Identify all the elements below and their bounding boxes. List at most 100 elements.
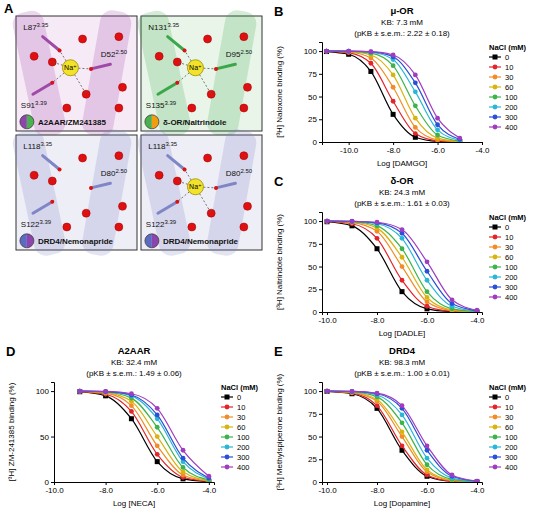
y-tick-mark xyxy=(319,437,322,438)
y-tick-label: 25 xyxy=(308,455,317,464)
legend-label: 200 xyxy=(505,103,518,112)
data-point xyxy=(103,389,108,394)
water xyxy=(240,223,248,231)
data-point xyxy=(325,389,330,394)
legend-swatch-marker xyxy=(225,405,230,410)
data-point xyxy=(77,389,82,394)
data-point xyxy=(400,420,405,425)
y-tick: 100 xyxy=(304,217,322,226)
series-line xyxy=(327,221,477,312)
series-line xyxy=(80,391,209,476)
plot: -10.0-8.0-6.0-4.00255075100Log [DADLE] xyxy=(304,213,485,339)
legend-label: 30 xyxy=(505,73,513,82)
y-tick: 50 xyxy=(308,93,322,102)
water xyxy=(63,104,71,112)
sodium-ion xyxy=(187,179,203,195)
water xyxy=(118,202,126,210)
structure-box: Na⁺L1183.35D802.50S1223.39DRD4/Nemonapri… xyxy=(135,127,262,257)
x-tick-label: -8.0 xyxy=(99,486,113,495)
legend-label: 300 xyxy=(505,453,518,462)
data-point xyxy=(450,473,455,478)
legend-label: 30 xyxy=(237,413,245,422)
y-tick: 75 xyxy=(308,240,322,249)
legend-entry: 200 xyxy=(489,103,518,112)
data-point xyxy=(475,479,480,482)
data-point xyxy=(129,403,134,408)
legend-label: 10 xyxy=(505,403,513,412)
data-point xyxy=(324,49,329,54)
y-axis: 0255075100 xyxy=(304,383,323,488)
x-tick-mark xyxy=(327,482,328,485)
x-axis-title: Log [DAMGO] xyxy=(377,159,427,168)
data-point xyxy=(400,403,405,408)
series-line xyxy=(326,51,459,141)
legend-label: 300 xyxy=(505,283,518,292)
box-caption: DRD4/Nemonapride xyxy=(163,237,239,246)
data-point xyxy=(325,389,330,394)
y-tick: 0 xyxy=(313,308,322,317)
residue-name: D80 xyxy=(101,169,116,178)
data-point xyxy=(475,479,480,482)
residue-label: N1313.35 xyxy=(148,22,179,32)
x-tick: -8.0 xyxy=(371,312,385,325)
water xyxy=(30,171,38,179)
water xyxy=(115,223,123,231)
legend: NaCl (mM)0103060100200300400 xyxy=(489,383,527,472)
residue-bw: 2.50 xyxy=(240,49,252,55)
x-tick-mark xyxy=(427,312,428,315)
legend: NaCl (mM)0103060100200300400 xyxy=(221,383,259,472)
data-point xyxy=(350,219,355,224)
series-line xyxy=(326,52,459,142)
x-axis: -10.0-8.0-6.0-4.0 xyxy=(318,482,485,495)
residue-label: S913.39 xyxy=(21,100,48,110)
icon-ring xyxy=(20,115,34,129)
data-point xyxy=(400,289,405,294)
y-tick-label: 0 xyxy=(313,478,318,487)
data-point xyxy=(475,308,480,312)
data-point xyxy=(425,456,430,461)
y-tick: 25 xyxy=(308,115,322,124)
legend-swatch-marker xyxy=(493,245,498,250)
legend-label: 10 xyxy=(237,403,245,412)
data-point xyxy=(346,50,351,55)
icon xyxy=(20,115,34,129)
data-point xyxy=(103,390,108,395)
data-point xyxy=(325,389,330,394)
series-line xyxy=(80,391,209,478)
data-point xyxy=(475,479,480,482)
water xyxy=(30,52,38,60)
data-point xyxy=(350,389,355,394)
data-point xyxy=(425,295,430,300)
legend-title: NaCl (mM) xyxy=(221,383,259,392)
legend-label: 400 xyxy=(505,123,518,132)
legend-label: 200 xyxy=(505,273,518,282)
x-tick-mark xyxy=(327,312,328,315)
data-point xyxy=(425,304,430,309)
y-tick-mark xyxy=(51,482,54,483)
residue-label: L1183.35 xyxy=(148,141,178,151)
data-point xyxy=(324,49,329,54)
icon-ring xyxy=(145,115,159,129)
y-tick-label: 75 xyxy=(308,240,317,249)
legend-entry: 0 xyxy=(221,393,241,402)
x-tick-label: -8.0 xyxy=(371,316,385,325)
y-tick-label: 50 xyxy=(308,263,317,272)
legend-swatch-marker xyxy=(493,65,498,70)
pkb-text: (pKB ± s.e.m.: 2.22 ± 0.18) xyxy=(354,29,450,38)
series-line xyxy=(327,391,477,481)
data-point xyxy=(475,309,480,312)
legend-entry: 0 xyxy=(489,393,509,402)
residue-stick xyxy=(91,183,110,188)
data-point xyxy=(425,259,430,264)
legend-label: 200 xyxy=(505,443,518,452)
water xyxy=(48,177,56,185)
data-point xyxy=(155,413,160,418)
legend-swatch-marker xyxy=(493,95,498,100)
x-axis: -10.0-8.0-6.0-4.0 xyxy=(323,142,490,155)
x-tick-mark xyxy=(377,482,378,485)
data-point xyxy=(391,99,396,104)
x-tick: -6.0 xyxy=(421,312,435,325)
legend-entry: 10 xyxy=(489,233,513,242)
legend-label: 60 xyxy=(505,423,513,432)
water xyxy=(207,90,215,98)
